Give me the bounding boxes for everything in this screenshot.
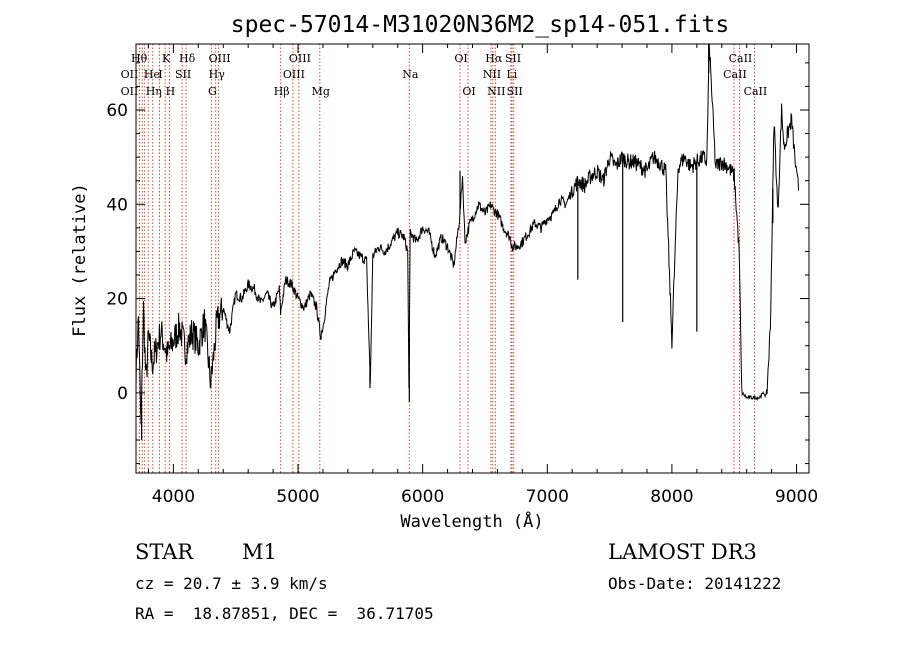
line-marker-label: H [166,85,176,98]
axis-ticks: 4000 5000 6000 7000 8000 9000 0 20 40 60 [106,44,818,507]
spectrum-series [135,43,800,440]
x-tick-label: 6000 [401,487,444,507]
x-tick-label: 5000 [276,487,319,507]
line-marker-label: Na [402,68,419,81]
line-marker-label: CaII [723,68,747,81]
line-marker-label: OII [121,85,139,98]
x-axis-label: Wavelength (Å) [400,510,543,532]
line-marker-label: OI [462,85,475,98]
emission-line-markers: OII OII Hθ He Hη KIH SII Hδ OIII Hγ G Hβ OIII OIII Mg N… [121,44,768,473]
object-subclass: M1 [242,540,277,564]
line-marker-label: Hθ [131,52,148,65]
line-marker-label: Hα [485,52,503,65]
line-marker-label: Mg [312,85,330,98]
redshift-velocity: cz = 20.7 ± 3.9 km/s [135,574,328,593]
line-marker-label: Hδ [179,52,196,65]
y-tick-label: 60 [106,101,128,121]
line-marker-label: OI [454,52,467,65]
line-marker-label: K [162,52,171,65]
line-marker-label: CaII [744,85,768,98]
line-marker-label: SII [507,85,523,98]
line-marker-label: Hβ [274,85,290,98]
line-marker-label: Li [506,68,517,81]
y-tick-label: 0 [117,384,128,404]
survey-name: LAMOST DR3 [608,540,757,564]
x-tick-label: 8000 [650,487,693,507]
line-marker-label: OII [121,68,139,81]
line-marker-label: NII [483,68,501,81]
line-marker-label: He [144,68,160,81]
line-marker-label: SII [505,52,521,65]
line-marker-label: I [158,68,162,81]
object-class: STAR [135,540,194,564]
x-tick-label: 9000 [775,487,818,507]
line-marker-label: OIII [289,52,311,65]
line-marker-label: NII [487,85,505,98]
line-marker-label: CaII [729,52,753,65]
line-marker-label: OIII [209,52,231,65]
line-marker-label: G [208,85,217,98]
y-axis-label: Flux (relative) [70,183,90,337]
chart-title: spec-57014-M31020N36M2_sp14-051.fits [231,12,730,38]
observation-date: Obs-Date: 20141222 [608,574,782,593]
coordinates: RA = 18.87851, DEC = 36.71705 [135,604,434,623]
line-marker-label: OIII [283,68,305,81]
y-tick-label: 40 [106,195,128,215]
y-tick-label: 20 [106,290,128,310]
line-marker-label: Hη [146,85,162,98]
spectrum-line [135,43,800,425]
x-tick-label: 7000 [526,487,569,507]
x-tick-label: 4000 [152,487,195,507]
line-marker-label: SII [175,68,191,81]
line-marker-label: Hγ [209,68,226,81]
